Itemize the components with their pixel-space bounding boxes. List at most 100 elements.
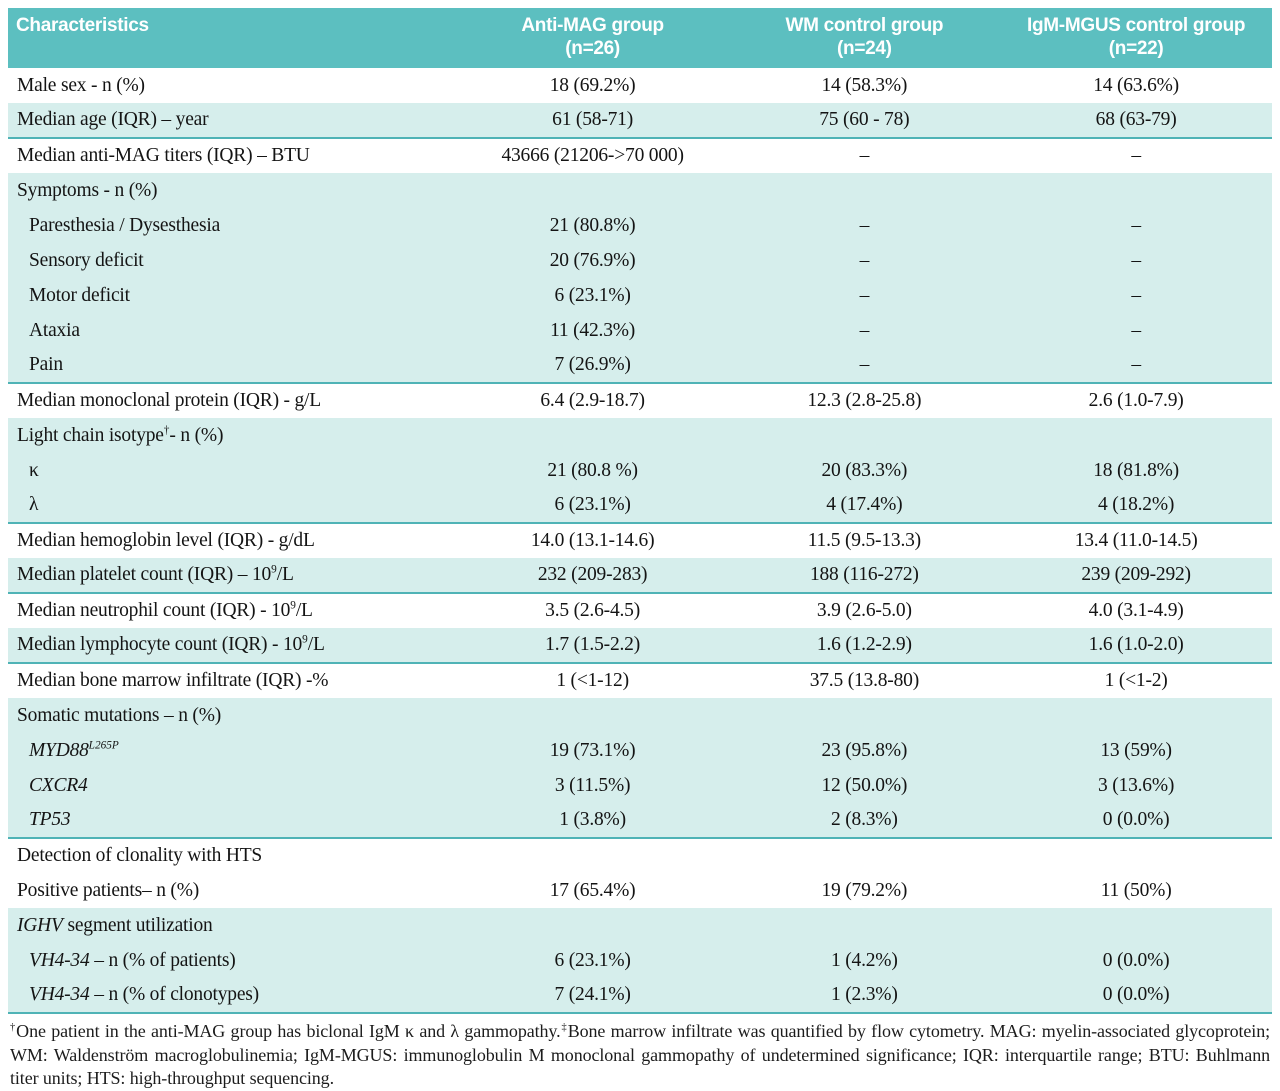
value-cell: 1 (<1-2): [1104, 670, 1168, 692]
table-row: Ataxia 11 (42.3%) – –: [8, 313, 1272, 349]
value-cell: 19 (73.1%): [456, 733, 729, 769]
value-cell: 19 (79.2%): [821, 879, 908, 901]
value-cell: –: [1000, 278, 1272, 314]
value-cell: 17 (65.4%): [549, 879, 636, 901]
value-cell: 4 (17.4%): [728, 488, 1001, 525]
value-cell: 6 (23.1%): [456, 278, 729, 314]
column-n-count: (n=24): [836, 38, 892, 60]
column-header-wm-control-group: WM control group (n=24): [728, 8, 1001, 69]
row-label: VH4-34 – n (% of patients): [8, 943, 457, 979]
value-cell: 1.6 (1.2-2.9): [728, 628, 1001, 665]
value-cell: 3.5 (2.6-4.5): [545, 600, 641, 622]
column-header-anti-mag-group: Anti-MAG group (n=26): [456, 8, 729, 69]
table-row: Symptoms - n (%): [8, 173, 1272, 209]
row-label: Somatic mutations – n (%): [8, 698, 457, 734]
table-row: Median monoclonal protein (IQR) - g/L 6.4…: [8, 383, 1272, 418]
row-label: TP53: [8, 803, 457, 840]
value-cell: 7 (24.1%): [456, 978, 729, 1015]
value-cell: 13.4 (11.0-14.5): [1074, 530, 1198, 552]
value-cell: 3.9 (2.6-5.0): [816, 600, 912, 622]
value-cell: –: [728, 243, 1001, 279]
row-label: VH4-34 – n (% of clonotypes): [8, 978, 457, 1015]
value-cell: 18 (69.2%): [549, 74, 636, 96]
value-cell: 6.4 (2.9-18.7): [540, 390, 645, 412]
table-row: TP53 1 (3.8%) 2 (8.3%) 0 (0.0%): [8, 803, 1272, 840]
table-row: Median neutrophil count (IQR) - 109/L 3.5…: [8, 593, 1272, 628]
value-cell: 4 (18.2%): [1000, 488, 1272, 525]
table-row: CXCR4 3 (11.5%) 12 (50.0%) 3 (13.6%): [8, 768, 1272, 804]
value-cell: 61 (58-71): [456, 103, 729, 140]
value-cell: 2.6 (1.0-7.9): [1088, 390, 1184, 412]
value-cell: [728, 908, 1001, 944]
value-cell: 1.7 (1.5-2.2): [456, 628, 729, 665]
row-label: MYD88L265P: [8, 733, 457, 769]
row-label: κ: [8, 453, 457, 489]
table-header: Characteristics Anti-MAG group (n=26) WM…: [8, 8, 1272, 69]
value-cell: –: [728, 278, 1001, 314]
table-row: Median platelet count (IQR) – 109/L 232 (…: [8, 558, 1272, 595]
value-cell: 18 (81.8%): [1000, 453, 1272, 489]
value-cell: 21 (80.8 %): [456, 453, 729, 489]
value-cell: [728, 838, 1000, 873]
table-row: Positive patients– n (%) 17 (65.4%) 19 (79…: [8, 873, 1272, 908]
column-title: WM control group: [785, 15, 944, 36]
value-cell: 0 (0.0%): [1000, 978, 1272, 1015]
value-cell: [728, 698, 1001, 734]
value-cell: –: [1000, 313, 1272, 349]
column-header-igm-mgus-control-group: IgM-MGUS control group (n=22): [1000, 8, 1272, 69]
row-label: Median anti-MAG titers (IQR) – BTU: [17, 145, 310, 167]
row-label: Median lymphocyte count (IQR) - 109/L: [8, 628, 457, 665]
value-cell: 11 (50%): [1100, 879, 1172, 901]
table-row: MYD88L265P 19 (73.1%) 23 (95.8%) 13 (59%): [8, 733, 1272, 769]
value-cell: 1 (3.8%): [456, 803, 729, 840]
table-row: IGHV segment utilization: [8, 908, 1272, 944]
table-row: Detection of clonality with HTS: [8, 838, 1272, 873]
column-title: IgM-MGUS control group: [1027, 15, 1246, 36]
value-cell: 6 (23.1%): [456, 488, 729, 525]
value-cell: 12 (50.0%): [728, 768, 1001, 804]
row-label: Positive patients– n (%): [17, 879, 200, 901]
table-row: Paresthesia / Dysesthesia 21 (80.8%) – –: [8, 208, 1272, 244]
table-row: VH4-34 – n (% of clonotypes) 7 (24.1%) 1 (…: [8, 978, 1272, 1015]
value-cell: 1 (2.3%): [728, 978, 1001, 1015]
value-cell: [456, 173, 729, 209]
value-cell: –: [1000, 348, 1272, 385]
value-cell: 1 (<1-12): [556, 670, 629, 692]
row-label: Median platelet count (IQR) – 109/L: [8, 558, 457, 595]
column-n-count: (n=26): [565, 38, 620, 60]
table-row: Median age (IQR) – year 61 (58-71) 75 (60 …: [8, 103, 1272, 140]
row-label: CXCR4: [8, 768, 457, 804]
column-n-count: (n=22): [1108, 38, 1164, 60]
row-label: Median hemoglobin level (IQR) - g/dL: [17, 530, 315, 552]
column-header-characteristics: Characteristics: [8, 8, 457, 69]
value-cell: [728, 418, 1001, 454]
value-cell: –: [859, 145, 870, 167]
row-label: Median monoclonal protein (IQR) - g/L: [17, 390, 321, 412]
table-row: Light chain isotype†- n (%): [8, 418, 1272, 454]
value-cell: –: [1000, 243, 1272, 279]
value-cell: 0 (0.0%): [1000, 803, 1272, 840]
value-cell: 239 (209-292): [1000, 558, 1272, 595]
table-row: Male sex - n (%) 18 (69.2%) 14 (58.3%) 14 (…: [8, 68, 1272, 103]
value-cell: 3 (11.5%): [456, 768, 729, 804]
row-label: Pain: [8, 348, 457, 385]
table-row: Median lymphocyte count (IQR) - 109/L 1.7…: [8, 628, 1272, 665]
table-body: Male sex - n (%) 18 (69.2%) 14 (58.3%) 14 (…: [8, 68, 1272, 1015]
table-row: κ 21 (80.8 %) 20 (83.3%) 18 (81.8%): [8, 453, 1272, 489]
value-cell: 37.5 (13.8-80): [809, 670, 920, 692]
table-row: Median hemoglobin level (IQR) - g/dL 14.0…: [8, 523, 1272, 558]
row-label: Median bone marrow infiltrate (IQR) -%: [17, 670, 329, 692]
value-cell: 20 (76.9%): [456, 243, 729, 279]
value-cell: 1.6 (1.0-2.0): [1000, 628, 1272, 665]
header-row: Characteristics Anti-MAG group (n=26) WM…: [8, 8, 1272, 69]
value-cell: 21 (80.8%): [456, 208, 729, 244]
table-row: Median anti-MAG titers (IQR) – BTU 43666 …: [8, 138, 1272, 173]
table-row: Pain 7 (26.9%) – –: [8, 348, 1272, 385]
value-cell: 11 (42.3%): [456, 313, 729, 349]
value-cell: 2 (8.3%): [728, 803, 1001, 840]
value-cell: 14 (58.3%): [821, 74, 908, 96]
value-cell: [456, 418, 729, 454]
table-row: Somatic mutations – n (%): [8, 698, 1272, 734]
table-row: VH4-34 – n (% of patients) 6 (23.1%) 1 (4.…: [8, 943, 1272, 979]
value-cell: 1 (4.2%): [728, 943, 1001, 979]
